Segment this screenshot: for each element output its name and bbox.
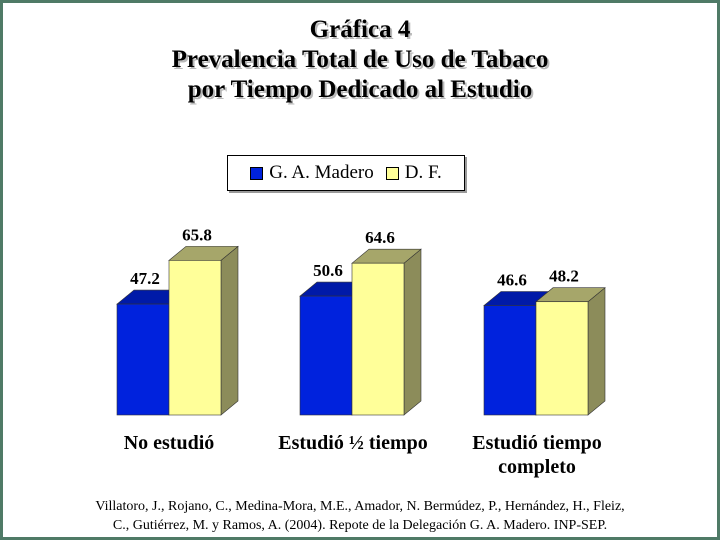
bar-side-1-0 xyxy=(220,245,239,416)
bar-1-1 xyxy=(351,262,405,416)
source-note: Villatoro, J., Rojano, C., Medina-Mora, … xyxy=(33,497,687,535)
chart-title: Gráfica 4 Prevalencia Total de Uso de Ta… xyxy=(3,15,717,105)
legend-swatch-madero xyxy=(250,166,264,180)
bar-1-2 xyxy=(535,301,589,416)
data-label-0-0: 47.2 xyxy=(130,269,160,288)
category-label-2-0: Estudió tiempo xyxy=(472,432,601,454)
chart-title-line-2: Prevalencia Total de Uso de Tabaco xyxy=(171,46,549,73)
slide-frame: Gráfica 4 Prevalencia Total de Uso de Ta… xyxy=(3,3,717,537)
source-note-line-1: Villatoro, J., Rojano, C., Medina-Mora, … xyxy=(95,499,625,514)
bar-0-2 xyxy=(483,305,537,416)
category-label-0-0: No estudió xyxy=(124,432,215,454)
source-note-line-2: C., Gutiérrez, M. y Ramos, A. (2004). Re… xyxy=(112,518,608,533)
bar-side-1-1 xyxy=(403,248,422,416)
data-label-0-1: 50.6 xyxy=(313,261,343,280)
legend-label-madero: G. A. Madero xyxy=(269,162,374,183)
category-label-2-1: completo xyxy=(498,456,576,478)
data-label-1-1: 64.6 xyxy=(365,228,395,247)
chart-title-line-3: por Tiempo Dedicado al Estudio xyxy=(187,76,533,103)
data-label-1-2: 48.2 xyxy=(549,267,579,286)
bar-1-0 xyxy=(168,260,222,416)
legend-item-madero: G. A. Madero xyxy=(250,162,374,184)
legend-item-df: D. F. xyxy=(385,162,442,184)
bar-0-1 xyxy=(299,295,353,416)
bar-side-1-2 xyxy=(587,287,606,416)
data-label-0-2: 46.6 xyxy=(497,270,527,289)
bar-0-0 xyxy=(116,303,170,416)
legend-label-df: D. F. xyxy=(404,162,442,183)
data-label-1-0: 65.8 xyxy=(182,225,212,244)
category-label-1-0: Estudió ½ tiempo xyxy=(278,432,427,454)
legend-swatch-df xyxy=(385,166,399,180)
chart-legend: G. A. Madero D. F. xyxy=(227,155,465,191)
bar-chart: 47.2 65.8 No estudió 50.6 64.6 Estudió ½ tiem… xyxy=(116,225,606,478)
chart-title-line-1: Gráfica 4 xyxy=(309,16,411,43)
